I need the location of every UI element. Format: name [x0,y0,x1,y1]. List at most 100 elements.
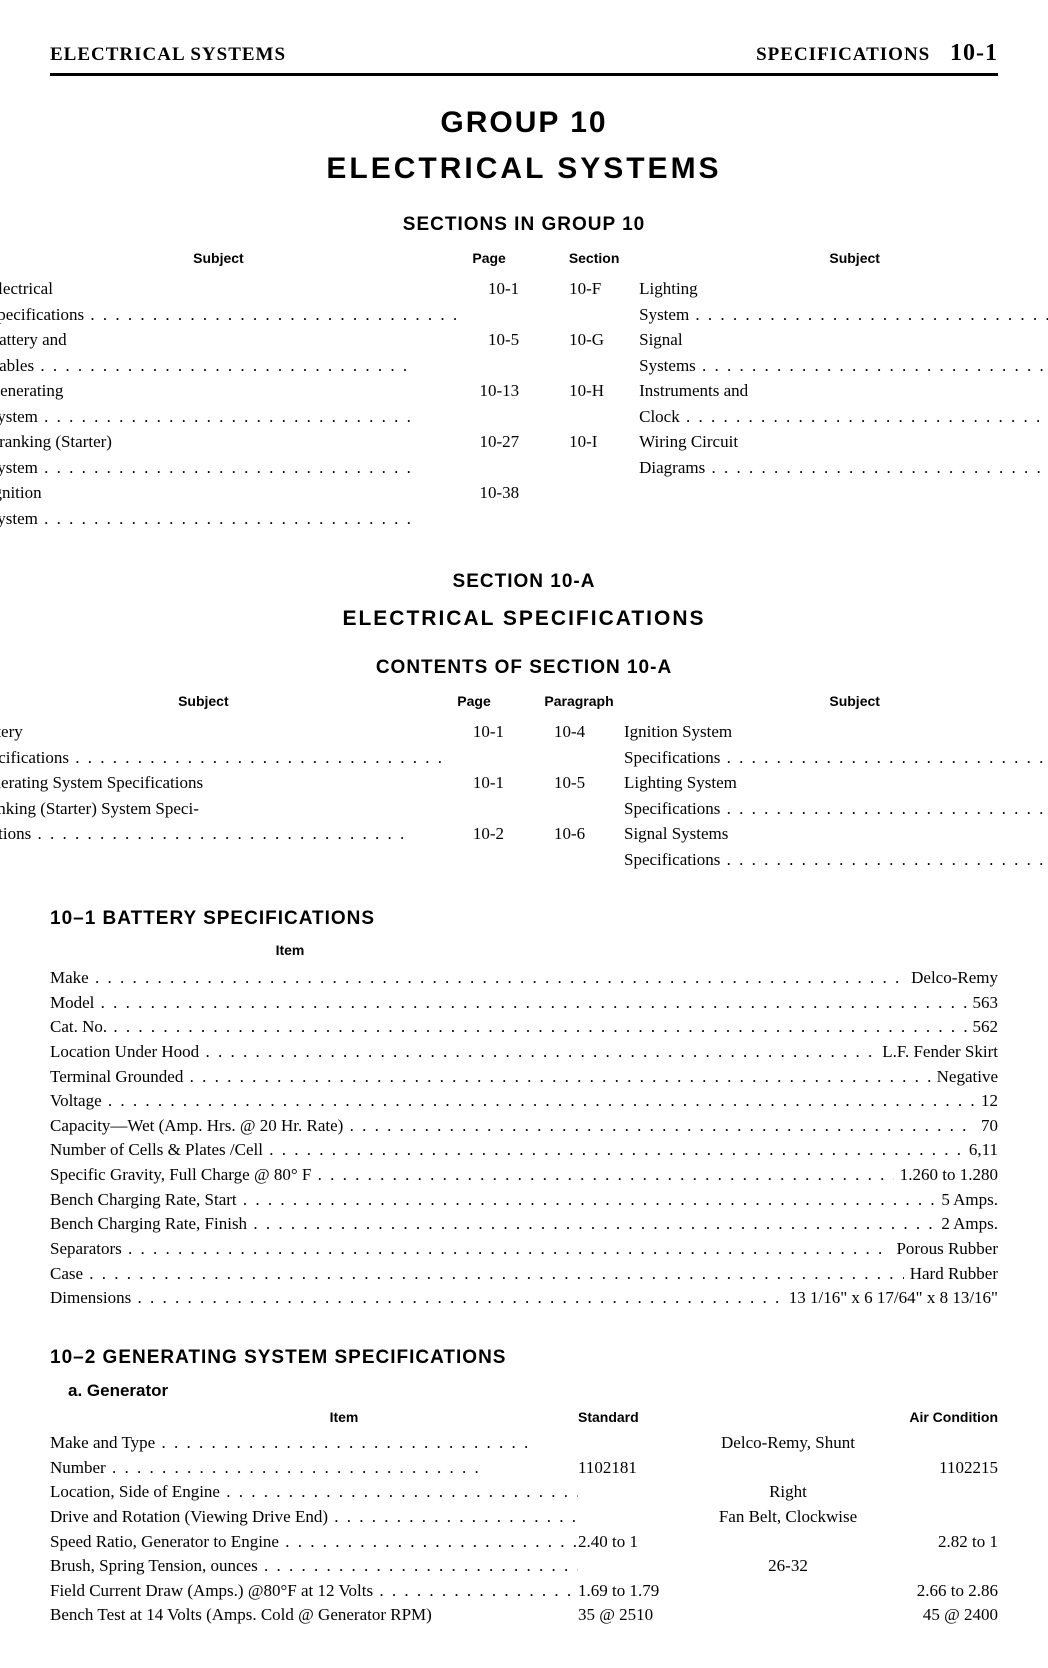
toc-row: 10-5Lighting System Specifications10-3 [544,770,1048,821]
spec-value: Porous Rubber [890,1237,998,1262]
spec-row: CaseHard Rubber [50,1262,998,1287]
toc-page: 10-1 [459,276,519,302]
gen-center-value: 26-32 [578,1554,998,1579]
gen-row: Speed Ratio, Generator to Engine2.40 to … [50,1530,998,1555]
gen-standard-value: 1102181 [578,1456,778,1481]
gen-header-standard: Standard [578,1409,778,1425]
contents-left-column: Paragraph Subject Page 10-1Battery Speci… [0,693,504,872]
toc-row: fications10-2 [0,821,504,847]
toc-section: 10-5 [544,770,624,796]
spec-value: 12 [975,1089,998,1114]
toc-subject: Signal Systems Specifications [624,821,1048,872]
spec-row: Bench Charging Rate, Finish2 Amps. [50,1212,998,1237]
contents-header-subject: Subject [614,693,1048,709]
gen-standard-value: 1.69 to 1.79 [578,1579,778,1604]
toc-row: 10-2Generating System Specifications10-1 [0,770,504,796]
sections-heading: SECTIONS IN GROUP 10 [50,214,998,236]
toc-header-subject: Subject [629,250,1048,266]
toc-section: 10-G [559,327,639,353]
header-left: ELECTRICAL SYSTEMS [50,44,286,66]
sections-toc: Section Subject Page 10-AElectrical Spec… [80,250,968,531]
spec-row: Location Under HoodL.F. Fender Skirt [50,1040,998,1065]
contents-heading: CONTENTS OF SECTION 10-A [50,657,998,679]
gen-row: Field Current Draw (Amps.) @80°F at 12 V… [50,1579,998,1604]
toc-subject: Cranking (Starter) System Speci- [0,796,444,822]
toc-subject: Ignition System Specifications [624,719,1048,770]
toc-left-column: Section Subject Page 10-AElectrical Spec… [0,250,519,531]
toc-subject: Generating System Specifications [0,770,444,796]
item-column-header: Item [150,942,430,958]
generator-spec-list: Make and TypeDelco-Remy, ShuntNumber1102… [50,1431,998,1628]
contents-header-paragraph: Paragraph [544,693,614,709]
spec-label: Cat. No. [50,1015,967,1040]
main-title: ELECTRICAL SYSTEMS [50,152,998,186]
spec-row: Number of Cells & Plates /Cell6,11 [50,1138,998,1163]
gen-air-value: 2.66 to 2.86 [848,1579,998,1604]
spec-row: Terminal GroundedNegative [50,1065,998,1090]
spec-label: Bench Charging Rate, Finish [50,1212,935,1237]
toc-row: 10-BBattery and Cables10-5 [0,327,519,378]
toc-header-row: Section Subject Page [0,250,519,266]
gen-label: Bench Test at 14 Volts (Amps. Cold @ Gen… [50,1603,578,1628]
gen-label: Make and Type [50,1431,578,1456]
header-page-number: 10-1 [950,40,998,66]
battery-heading: 10–1 BATTERY SPECIFICATIONS [50,908,998,930]
battery-spec-list: MakeDelco-RemyModel563Cat. No.562Locatio… [50,966,998,1311]
toc-subject: Cranking (Starter) System [0,429,459,480]
gen-air-value: 1102215 [848,1456,998,1481]
header-right-label: SPECIFICATIONS [756,44,930,65]
toc-section: 10-4 [544,719,624,745]
spec-row: Capacity—Wet (Amp. Hrs. @ 20 Hr. Rate)70 [50,1114,998,1139]
toc-row: 10-FLighting System10-55 [559,276,1048,327]
gen-row: Location, Side of EngineRight [50,1480,998,1505]
toc-row: 10-GSignal Systems10-65 [559,327,1048,378]
contents-header-subject: Subject [0,693,444,709]
toc-subject: fications [0,821,444,847]
toc-page: 10-1 [444,719,504,745]
contents-header-page: Page [444,693,504,709]
gen-header-air: Air Condition [778,1409,998,1425]
toc-right-column: Section Subject Page 10-FLighting System… [559,250,1048,531]
toc-row: 10-EIgnition System10-38 [0,480,519,531]
gen-center-value: Fan Belt, Clockwise [578,1505,998,1530]
spec-label: Model [50,991,967,1016]
page-header: ELECTRICAL SYSTEMS SPECIFICATIONS 10-1 [50,40,998,76]
spec-value: 70 [975,1114,998,1139]
toc-page: 10-1 [444,770,504,796]
generator-header-row: Item Standard Air Condition [50,1409,998,1425]
spec-label: Number of Cells & Plates /Cell [50,1138,963,1163]
toc-header-subject: Subject [0,250,459,266]
toc-page: 10-27 [459,429,519,455]
gen-row: Make and TypeDelco-Remy, Shunt [50,1431,998,1456]
generating-heading: 10–2 GENERATING SYSTEM SPECIFICATIONS [50,1347,998,1369]
spec-row: Model563 [50,991,998,1016]
spec-label: Location Under Hood [50,1040,876,1065]
gen-row: Brush, Spring Tension, ounces26-32 [50,1554,998,1579]
gen-header-item: Item [50,1409,578,1425]
gen-row: Bench Test at 14 Volts (Amps. Cold @ Gen… [50,1603,998,1628]
gen-label: Field Current Draw (Amps.) @80°F at 12 V… [50,1579,578,1604]
contents-header-row: Paragraph Subject Page [544,693,1048,709]
header-right: SPECIFICATIONS 10-1 [756,40,998,67]
toc-page: 10-2 [444,821,504,847]
toc-section: 10-6 [544,821,624,847]
toc-subject: Ignition System [0,480,459,531]
toc-section: 10-H [559,378,639,404]
spec-row: Bench Charging Rate, Start5 Amps. [50,1188,998,1213]
toc-subject: Lighting System Specifications [624,770,1048,821]
gen-center-value: Delco-Remy, Shunt [578,1431,998,1456]
toc-row: 10-CGenerating System10-13 [0,378,519,429]
spec-value: 13 1/16" x 6 17/64" x 8 13/16" [783,1286,998,1311]
spec-value: L.F. Fender Skirt [876,1040,998,1065]
spec-label: Case [50,1262,904,1287]
spec-value: 562 [967,1015,999,1040]
toc-page: 10-5 [459,327,519,353]
spec-value: 5 Amps. [935,1188,998,1213]
contents-toc: Paragraph Subject Page 10-1Battery Speci… [80,693,968,872]
toc-subject: Battery and Cables [0,327,459,378]
toc-row: 10-3Cranking (Starter) System Speci- [0,796,504,822]
gen-air-value: 45 @ 2400 [848,1603,998,1628]
toc-header-page: Page [459,250,519,266]
spec-value: 1.260 to 1.280 [894,1163,998,1188]
toc-subject: Wiring Circuit Diagrams [639,429,1048,480]
